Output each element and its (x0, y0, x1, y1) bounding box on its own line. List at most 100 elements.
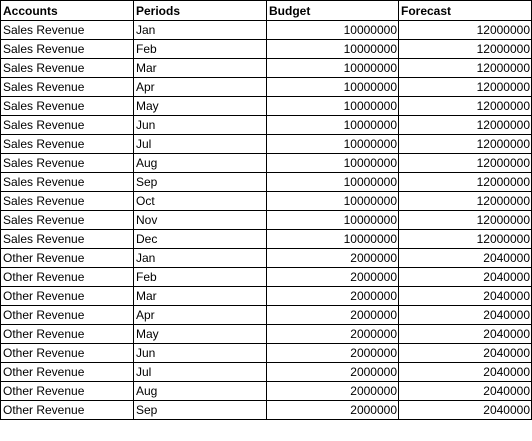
cell-budget[interactable]: 2000000 (266, 400, 399, 420)
cell-account[interactable]: Other Revenue (0, 267, 134, 287)
cell-budget[interactable]: 2000000 (266, 305, 399, 325)
cell-forecast[interactable]: 12000000 (398, 20, 532, 40)
cell-budget[interactable]: 2000000 (266, 343, 399, 363)
cell-period[interactable]: Jul (133, 362, 267, 382)
cell-period[interactable]: May (133, 96, 267, 116)
cell-period[interactable]: Mar (133, 286, 267, 306)
cell-account[interactable]: Other Revenue (0, 248, 134, 268)
cell-budget[interactable]: 10000000 (266, 210, 399, 230)
cell-account[interactable]: Sales Revenue (0, 20, 134, 40)
cell-budget[interactable]: 2000000 (266, 362, 399, 382)
cell-budget[interactable]: 10000000 (266, 39, 399, 59)
table-row: Sales Revenue Sep 10000000 12000000 (0, 172, 532, 192)
cell-period[interactable]: Feb (133, 267, 267, 287)
cell-account[interactable]: Sales Revenue (0, 153, 134, 173)
header-periods[interactable]: Periods (133, 0, 267, 21)
table-row: Sales Revenue Jan 10000000 12000000 (0, 20, 532, 40)
table-body: Sales Revenue Jan 10000000 12000000 Sales Re… (0, 20, 532, 420)
cell-forecast[interactable]: 12000000 (398, 229, 532, 249)
cell-budget[interactable]: 10000000 (266, 153, 399, 173)
cell-account[interactable]: Sales Revenue (0, 172, 134, 192)
cell-budget[interactable]: 10000000 (266, 134, 399, 154)
cell-forecast[interactable]: 12000000 (398, 115, 532, 135)
header-accounts[interactable]: Accounts (0, 0, 134, 21)
cell-period[interactable]: Sep (133, 172, 267, 192)
cell-forecast[interactable]: 12000000 (398, 191, 532, 211)
table-header: Accounts Periods Budget Forecast (0, 0, 532, 21)
cell-account[interactable]: Other Revenue (0, 400, 134, 420)
cell-budget[interactable]: 10000000 (266, 229, 399, 249)
cell-period[interactable]: Jun (133, 343, 267, 363)
cell-forecast[interactable]: 12000000 (398, 39, 532, 59)
cell-period[interactable]: Oct (133, 191, 267, 211)
cell-account[interactable]: Sales Revenue (0, 210, 134, 230)
cell-forecast[interactable]: 2040000 (398, 343, 532, 363)
cell-budget[interactable]: 10000000 (266, 172, 399, 192)
cell-period[interactable]: Apr (133, 305, 267, 325)
cell-account[interactable]: Sales Revenue (0, 134, 134, 154)
cell-forecast[interactable]: 12000000 (398, 96, 532, 116)
cell-budget[interactable]: 10000000 (266, 191, 399, 211)
cell-period[interactable]: May (133, 324, 267, 344)
cell-forecast[interactable]: 12000000 (398, 210, 532, 230)
cell-account[interactable]: Other Revenue (0, 381, 134, 401)
cell-account[interactable]: Other Revenue (0, 305, 134, 325)
cell-forecast[interactable]: 2040000 (398, 305, 532, 325)
cell-account[interactable]: Other Revenue (0, 362, 134, 382)
table-row: Other Revenue Jul 2000000 2040000 (0, 362, 532, 382)
cell-forecast[interactable]: 2040000 (398, 286, 532, 306)
table-row: Sales Revenue Nov 10000000 12000000 (0, 210, 532, 230)
header-budget[interactable]: Budget (266, 0, 399, 21)
cell-budget[interactable]: 10000000 (266, 77, 399, 97)
table-row: Sales Revenue Feb 10000000 12000000 (0, 39, 532, 59)
cell-budget[interactable]: 2000000 (266, 286, 399, 306)
cell-account[interactable]: Other Revenue (0, 343, 134, 363)
cell-forecast[interactable]: 12000000 (398, 58, 532, 78)
cell-period[interactable]: Nov (133, 210, 267, 230)
cell-period[interactable]: Jan (133, 20, 267, 40)
cell-budget[interactable]: 2000000 (266, 324, 399, 344)
cell-account[interactable]: Sales Revenue (0, 58, 134, 78)
cell-account[interactable]: Other Revenue (0, 324, 134, 344)
cell-forecast[interactable]: 12000000 (398, 134, 532, 154)
table-row: Sales Revenue Jul 10000000 12000000 (0, 134, 532, 154)
cell-period[interactable]: Sep (133, 400, 267, 420)
cell-period[interactable]: Jul (133, 134, 267, 154)
cell-budget[interactable]: 10000000 (266, 115, 399, 135)
cell-account[interactable]: Sales Revenue (0, 39, 134, 59)
cell-forecast[interactable]: 2040000 (398, 400, 532, 420)
cell-account[interactable]: Sales Revenue (0, 77, 134, 97)
cell-period[interactable]: Jan (133, 248, 267, 268)
header-forecast[interactable]: Forecast (398, 0, 532, 21)
cell-budget[interactable]: 10000000 (266, 96, 399, 116)
cell-period[interactable]: Aug (133, 381, 267, 401)
cell-forecast[interactable]: 12000000 (398, 153, 532, 173)
cell-forecast[interactable]: 2040000 (398, 324, 532, 344)
cell-budget[interactable]: 10000000 (266, 20, 399, 40)
cell-period[interactable]: Dec (133, 229, 267, 249)
cell-budget[interactable]: 10000000 (266, 58, 399, 78)
cell-account[interactable]: Sales Revenue (0, 191, 134, 211)
cell-account[interactable]: Other Revenue (0, 286, 134, 306)
cell-period[interactable]: Feb (133, 39, 267, 59)
cell-period[interactable]: Apr (133, 77, 267, 97)
table-row: Other Revenue Jun 2000000 2040000 (0, 343, 532, 363)
cell-forecast[interactable]: 2040000 (398, 381, 532, 401)
cell-account[interactable]: Sales Revenue (0, 96, 134, 116)
cell-budget[interactable]: 2000000 (266, 248, 399, 268)
cell-forecast[interactable]: 2040000 (398, 267, 532, 287)
cell-forecast[interactable]: 12000000 (398, 77, 532, 97)
cell-account[interactable]: Sales Revenue (0, 115, 134, 135)
cell-budget[interactable]: 2000000 (266, 267, 399, 287)
cell-account[interactable]: Sales Revenue (0, 229, 134, 249)
cell-period[interactable]: Mar (133, 58, 267, 78)
cell-forecast[interactable]: 2040000 (398, 362, 532, 382)
table-row: Other Revenue Sep 2000000 2040000 (0, 400, 532, 420)
cell-period[interactable]: Jun (133, 115, 267, 135)
cell-forecast[interactable]: 12000000 (398, 172, 532, 192)
cell-budget[interactable]: 2000000 (266, 381, 399, 401)
cell-period[interactable]: Aug (133, 153, 267, 173)
table-row: Other Revenue Aug 2000000 2040000 (0, 381, 532, 401)
table-row: Sales Revenue Aug 10000000 12000000 (0, 153, 532, 173)
cell-forecast[interactable]: 2040000 (398, 248, 532, 268)
